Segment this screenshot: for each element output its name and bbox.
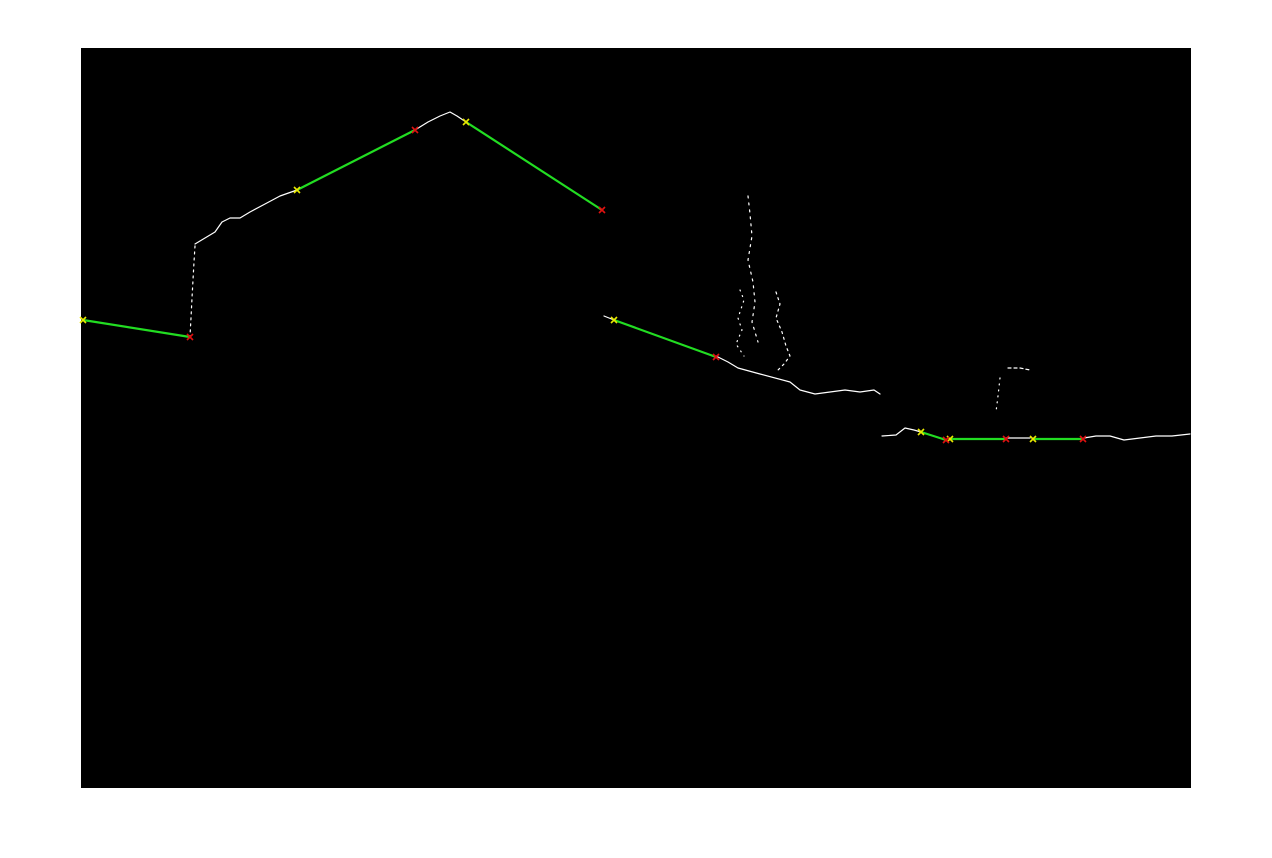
start-marker-3	[462, 118, 470, 126]
start-marker-7	[1029, 435, 1037, 443]
image-area	[81, 48, 1191, 788]
edge-tree-right	[775, 291, 791, 373]
segment-3	[464, 120, 604, 212]
end-marker-5	[942, 436, 950, 444]
edge-ground-bottom	[881, 427, 922, 437]
segment-2	[295, 128, 417, 192]
end-marker-4	[712, 353, 720, 361]
segment-4	[612, 318, 718, 359]
start-marker-2	[293, 186, 301, 194]
segment-end-markers	[186, 126, 1087, 444]
edge-tree-trunk	[747, 195, 759, 343]
start-marker-1	[79, 316, 87, 324]
edge-ground-mid	[715, 355, 881, 395]
segment-5	[919, 430, 948, 442]
end-marker-3	[598, 206, 606, 214]
line-segments	[81, 120, 1085, 442]
start-marker-5	[917, 428, 925, 436]
segment-1	[81, 318, 192, 339]
edge-tree-branches	[735, 289, 745, 357]
end-marker-1	[186, 333, 194, 341]
edge-post	[1007, 367, 1031, 371]
segment-start-markers	[79, 118, 1037, 443]
edge-wall-left	[189, 245, 196, 337]
end-marker-6	[1002, 435, 1010, 443]
edge-roof-peak	[414, 111, 467, 131]
end-marker-7	[1079, 435, 1087, 443]
edge-post-vertical	[995, 377, 1001, 413]
edge-ground-right	[1083, 433, 1191, 441]
start-marker-4	[610, 316, 618, 324]
edge-roof-left	[194, 189, 298, 245]
end-marker-2	[411, 126, 419, 134]
edge-traces	[189, 111, 1191, 441]
